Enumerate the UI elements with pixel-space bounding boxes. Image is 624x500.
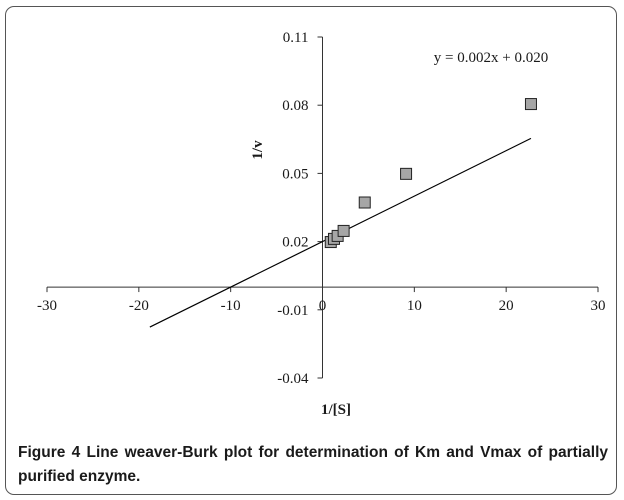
x-axis-label: 1/[S] [321, 402, 351, 418]
data-point [337, 224, 350, 237]
y-tick-label: -0.01 [277, 303, 308, 319]
caption-label: Figure 4 [18, 444, 81, 461]
y-tick-label: 0.08 [282, 98, 308, 114]
tick-labels: -30 -20 -10 0 10 20 30 -0.04 -0.01 0.02 0.05 0.08 0.… [37, 30, 606, 387]
x-tick-label: 20 [499, 298, 514, 314]
figure-frame [5, 6, 617, 495]
figure-caption: Figure 4 Line weaver-Burk plot for deter… [18, 441, 608, 489]
data-point [358, 196, 371, 209]
y-tick-label: 0.02 [282, 235, 308, 251]
x-tick-label: 10 [407, 298, 422, 314]
x-tick-label: 0 [319, 298, 327, 314]
x-tick-label: -10 [221, 298, 241, 314]
axes [46, 36, 599, 379]
data-point [524, 98, 537, 111]
x-tick-label: -20 [129, 298, 149, 314]
trendline-equation: y = 0.002x + 0.020 [434, 50, 548, 66]
y-tick-label: -0.04 [277, 371, 309, 387]
x-tick-label: 30 [591, 298, 606, 314]
data-points [324, 98, 537, 249]
data-point [400, 167, 413, 180]
y-tick-label: 0.05 [282, 166, 308, 182]
chart: -30 -20 -10 0 10 20 30 -0.04 -0.01 0.02 0.05 0.08 0.… [37, 30, 606, 418]
caption-text: Line weaver-Burk plot for determination … [18, 444, 608, 485]
y-tick-label: 0.11 [283, 30, 309, 46]
y-axis-label: 1/v [250, 140, 266, 160]
x-tick-label: -30 [37, 298, 57, 314]
